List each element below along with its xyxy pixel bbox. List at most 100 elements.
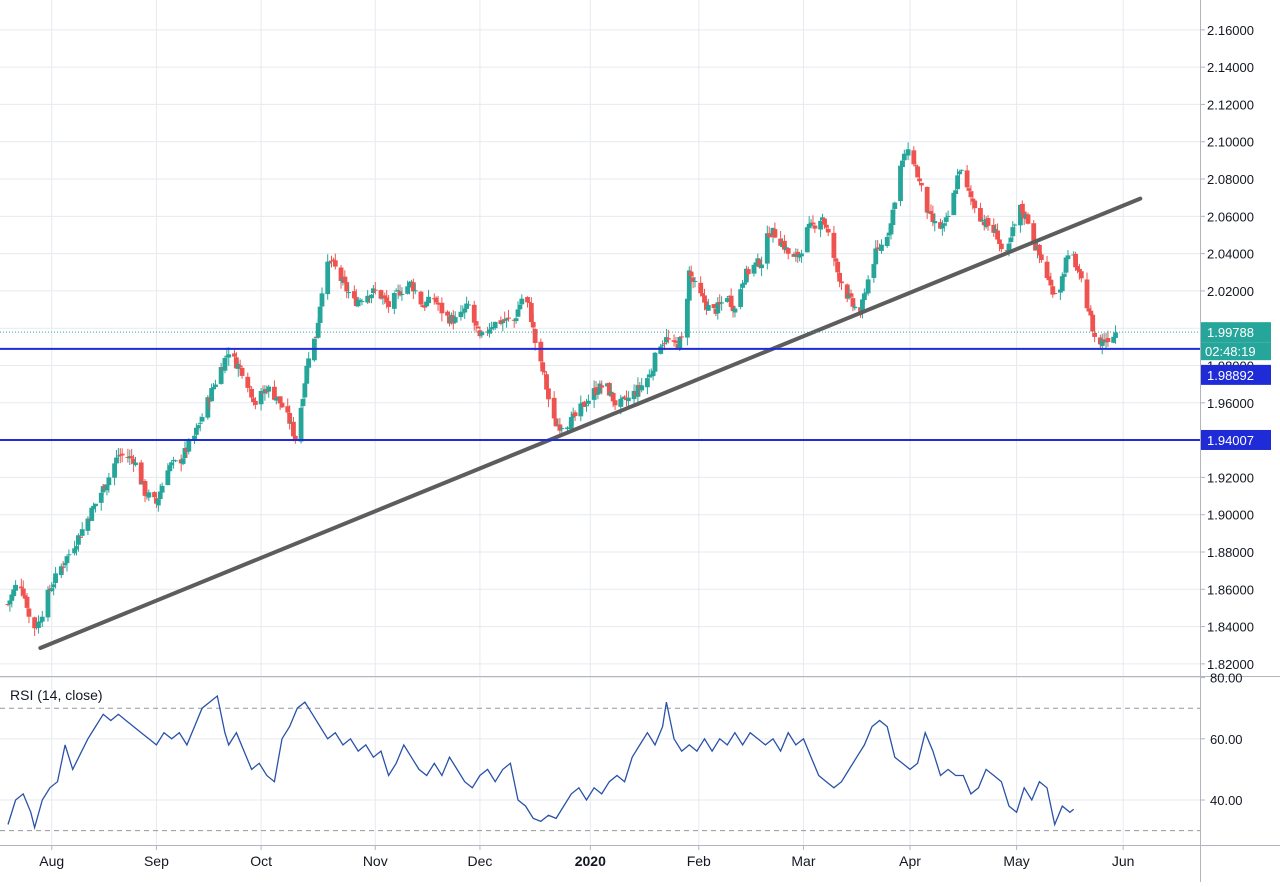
candle-body <box>77 537 83 539</box>
candle-body <box>397 291 403 296</box>
candle-body <box>684 298 690 338</box>
candle-body <box>945 215 951 217</box>
candle-body <box>599 385 605 388</box>
candle-body <box>279 402 285 408</box>
candle <box>119 448 125 463</box>
candle-body <box>513 318 519 322</box>
candle-body <box>1061 274 1067 277</box>
rsi-y-axis: 80.00 60.00 40.00 <box>1200 671 1243 808</box>
candle-body <box>658 346 664 354</box>
candle-body <box>218 367 224 384</box>
candle <box>138 459 144 485</box>
candle-body <box>766 233 772 237</box>
candle-body <box>45 589 51 618</box>
candle <box>20 580 26 597</box>
level-badge: 1.94007 <box>1201 429 1271 450</box>
candle-body <box>738 289 744 307</box>
candle-body <box>85 518 91 531</box>
candle-body <box>237 365 243 367</box>
candle-body <box>966 188 972 191</box>
candle-body <box>266 386 272 392</box>
candle-body <box>7 600 13 605</box>
candle <box>266 384 272 398</box>
candle-body <box>515 309 521 317</box>
candle <box>359 298 365 306</box>
candle-body <box>650 370 656 377</box>
candle-body <box>79 529 85 536</box>
candle-body <box>197 422 203 424</box>
candle <box>226 347 232 366</box>
candle-body <box>932 221 938 224</box>
candle <box>690 273 696 289</box>
candle <box>917 171 922 185</box>
candle-body <box>1088 310 1094 316</box>
candle-body <box>892 202 898 209</box>
candle <box>36 615 41 634</box>
candle <box>825 225 831 237</box>
candle-body <box>1059 276 1065 292</box>
candle <box>1050 280 1056 298</box>
candle <box>199 413 205 423</box>
candle <box>93 503 98 513</box>
candle <box>905 142 911 161</box>
candle-body <box>860 299 865 314</box>
candle <box>1025 212 1031 225</box>
candle-body <box>1073 253 1078 268</box>
candle-body <box>645 378 650 388</box>
candle-body <box>740 283 745 288</box>
candle <box>452 311 458 324</box>
candle <box>302 381 308 404</box>
candle-body <box>72 548 78 554</box>
candle <box>1105 330 1111 347</box>
candle <box>77 536 83 539</box>
x-tick-label: Mar <box>791 853 815 869</box>
candle <box>901 149 907 167</box>
candle-body <box>302 383 308 398</box>
candle-body <box>1044 261 1050 279</box>
candle-body <box>36 621 41 629</box>
candle-body <box>662 343 667 345</box>
candle-body <box>1048 279 1054 286</box>
candle-body <box>93 503 98 507</box>
candle <box>426 289 431 304</box>
x-tick-label: Nov <box>363 853 388 869</box>
y-tick-label: 1.84000 <box>1207 620 1254 635</box>
candle-body <box>464 303 470 309</box>
candle-body <box>32 617 38 629</box>
candle-body <box>169 462 175 466</box>
candle-body <box>439 302 445 314</box>
candle-body <box>542 371 548 373</box>
candle-body <box>530 322 536 328</box>
candle <box>317 305 323 328</box>
candle <box>804 226 810 253</box>
candle-body <box>239 367 245 376</box>
candle-body <box>112 463 117 478</box>
candle <box>114 449 119 470</box>
candle-body <box>300 399 306 407</box>
candle-body <box>831 232 837 258</box>
candle <box>572 410 578 422</box>
candle <box>306 352 312 375</box>
candle-body <box>1031 223 1037 243</box>
candle-body <box>332 260 338 267</box>
candle-body <box>660 344 666 346</box>
candle <box>732 306 738 318</box>
candle-body <box>955 175 960 190</box>
candle-body <box>192 435 197 441</box>
candle <box>346 285 352 299</box>
candle <box>298 403 304 444</box>
candle-body <box>504 318 509 321</box>
candle-body <box>152 492 157 498</box>
candle-body <box>53 573 58 584</box>
candle <box>715 297 721 320</box>
candle-body <box>60 566 66 568</box>
candle-body <box>525 296 530 303</box>
candle-body <box>315 322 321 338</box>
candle <box>837 271 843 288</box>
candle <box>745 266 751 280</box>
candle <box>32 616 38 637</box>
candle-body <box>13 584 19 591</box>
candle-body <box>808 222 814 226</box>
candle-body <box>559 428 565 430</box>
candle <box>319 287 325 313</box>
